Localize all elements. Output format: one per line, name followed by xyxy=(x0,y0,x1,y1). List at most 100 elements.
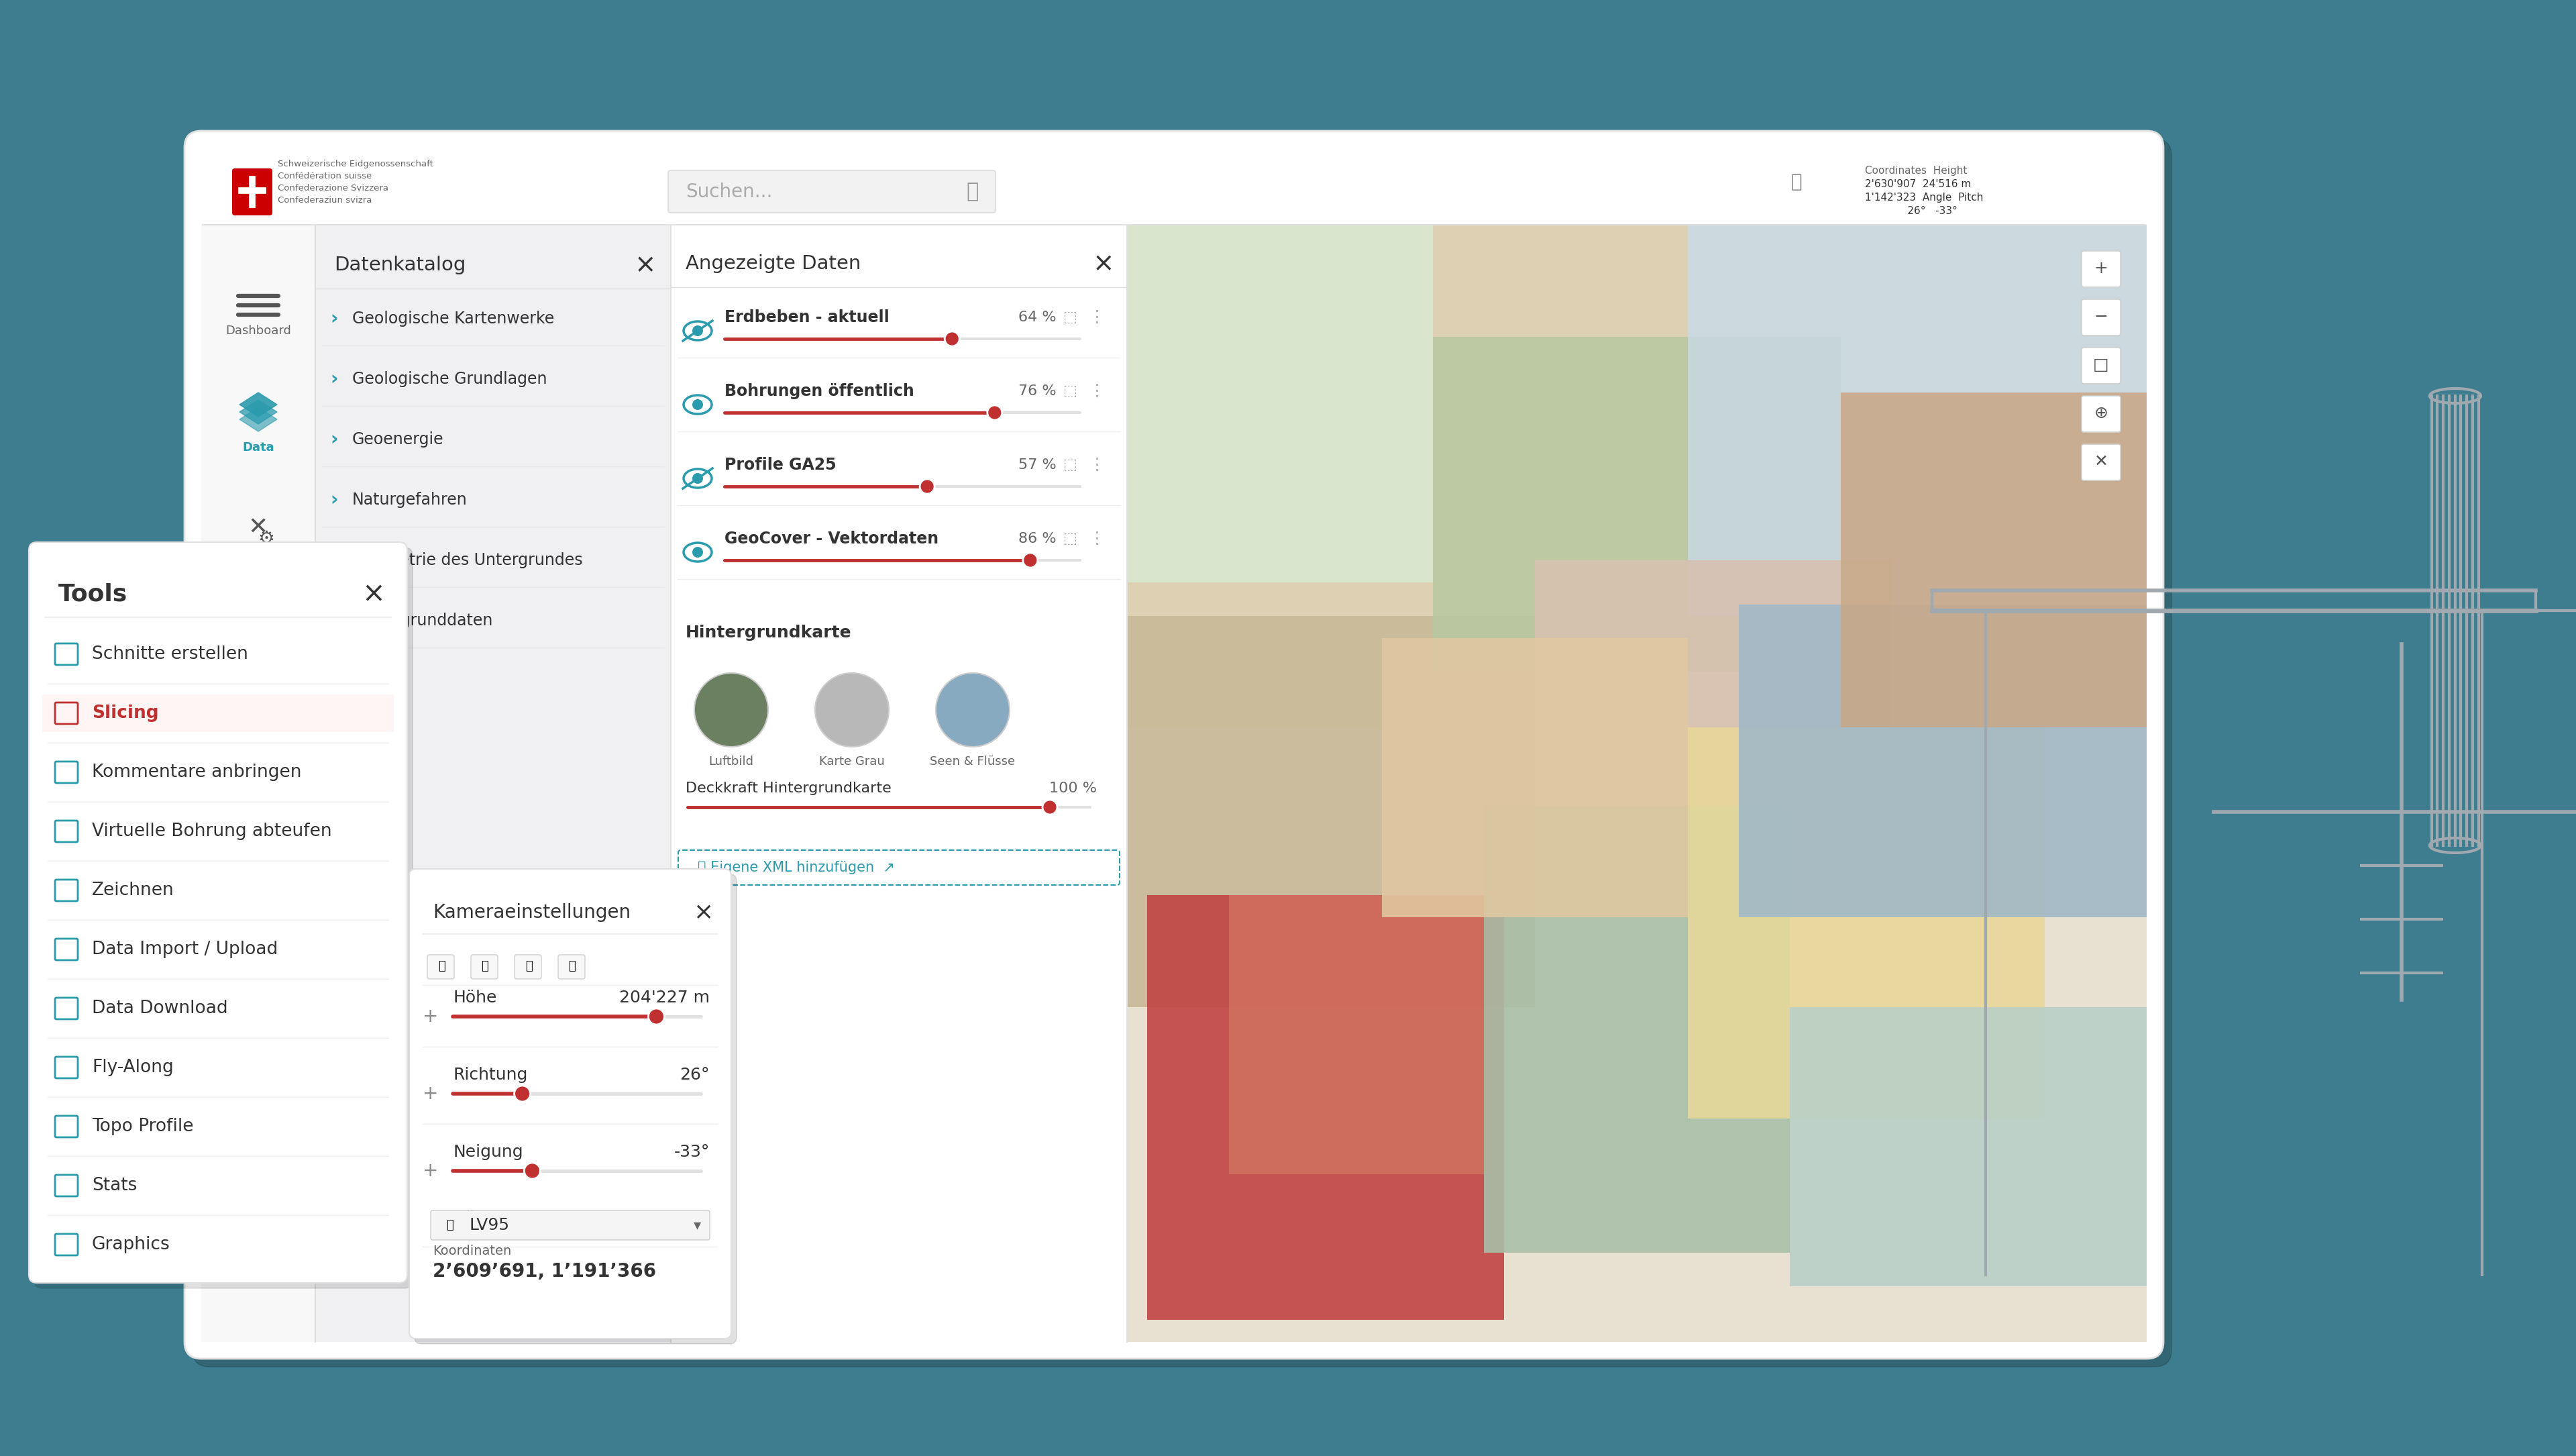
Text: ›: › xyxy=(330,430,337,448)
Bar xyxy=(1842,392,2146,728)
Bar xyxy=(1146,895,1504,1319)
Circle shape xyxy=(693,326,703,336)
Bar xyxy=(245,628,273,661)
Text: ⬚: ⬚ xyxy=(1064,459,1077,472)
Text: ›: › xyxy=(330,550,337,569)
Circle shape xyxy=(1023,553,1038,568)
Text: ⚙: ⚙ xyxy=(258,530,276,547)
Bar xyxy=(1790,1006,2146,1286)
FancyBboxPatch shape xyxy=(2081,348,2120,384)
Text: Share: Share xyxy=(240,673,276,684)
Text: ⊕: ⊕ xyxy=(2094,405,2107,421)
Text: −: − xyxy=(2094,309,2107,325)
Text: Schweizerische Eidgenossenschaft
Confédération suisse
Confederazione Svizzera
Co: Schweizerische Eidgenossenschaft Confédé… xyxy=(278,160,433,205)
Text: 📹: 📹 xyxy=(482,960,489,973)
Text: Graphics: Graphics xyxy=(93,1236,170,1254)
Bar xyxy=(201,149,2146,224)
Bar xyxy=(1687,728,2045,1118)
Circle shape xyxy=(649,1009,665,1025)
Text: Data Import / Upload: Data Import / Upload xyxy=(93,941,278,958)
Text: □: □ xyxy=(2094,357,2110,373)
Text: GeoCover - Vektordaten: GeoCover - Vektordaten xyxy=(724,531,938,547)
FancyBboxPatch shape xyxy=(428,955,453,978)
FancyBboxPatch shape xyxy=(33,547,412,1289)
FancyBboxPatch shape xyxy=(2081,396,2120,432)
Text: Deckkraft Hintergrundkarte: Deckkraft Hintergrundkarte xyxy=(685,782,891,795)
Text: Erdbeben - aktuell: Erdbeben - aktuell xyxy=(724,309,889,326)
FancyBboxPatch shape xyxy=(193,138,2172,1367)
Text: ⌕: ⌕ xyxy=(966,182,979,201)
Circle shape xyxy=(693,399,703,411)
Text: ✕: ✕ xyxy=(2094,454,2107,470)
Text: +: + xyxy=(422,1162,438,1181)
Text: ＋ Eigene XML hinzufügen  ↗: ＋ Eigene XML hinzufügen ↗ xyxy=(698,860,894,874)
Text: Geometrie des Untergrundes: Geometrie des Untergrundes xyxy=(353,552,582,568)
Text: 204'227 m: 204'227 m xyxy=(618,990,711,1006)
Bar xyxy=(1381,638,1687,917)
Text: 2'630'907  24'516 m: 2'630'907 24'516 m xyxy=(1865,179,1971,189)
FancyBboxPatch shape xyxy=(515,955,541,978)
Text: Suchen...: Suchen... xyxy=(685,182,773,201)
Circle shape xyxy=(935,673,1010,747)
Text: <: < xyxy=(250,635,268,655)
Text: Angezeigte Daten: Angezeigte Daten xyxy=(685,255,860,274)
Circle shape xyxy=(693,547,703,558)
Text: Seen & Flüsse: Seen & Flüsse xyxy=(930,756,1015,767)
FancyBboxPatch shape xyxy=(28,542,407,1283)
Text: 1'142'323  Angle  Pitch: 1'142'323 Angle Pitch xyxy=(1865,192,1984,202)
Text: 📷: 📷 xyxy=(526,960,533,973)
FancyBboxPatch shape xyxy=(232,169,273,215)
Bar xyxy=(1128,224,1432,582)
Text: Virtuelle Bohrung abteufen: Virtuelle Bohrung abteufen xyxy=(93,823,332,840)
Text: Data Download: Data Download xyxy=(93,1000,227,1018)
Text: ⬚: ⬚ xyxy=(1064,531,1077,546)
Text: Tools: Tools xyxy=(242,556,273,568)
Text: ›: › xyxy=(330,370,337,389)
Bar xyxy=(1128,224,2146,1342)
Text: ⋮: ⋮ xyxy=(1090,383,1105,399)
Bar xyxy=(1687,224,2146,616)
Bar xyxy=(41,695,394,732)
Text: ▾: ▾ xyxy=(693,1219,701,1232)
FancyBboxPatch shape xyxy=(185,131,2164,1358)
Text: ⛅: ⛅ xyxy=(1790,172,1803,191)
Text: Höhe: Höhe xyxy=(453,990,497,1006)
Text: Slicing: Slicing xyxy=(93,705,160,722)
Text: ›: › xyxy=(330,491,337,510)
Text: Hintergrundkarte: Hintergrundkarte xyxy=(685,625,853,641)
Text: Geologische Grundlagen: Geologische Grundlagen xyxy=(353,371,546,387)
Text: Topo Profile: Topo Profile xyxy=(93,1118,193,1136)
Text: LV95: LV95 xyxy=(469,1217,510,1233)
Text: Zeichnen: Zeichnen xyxy=(93,882,175,900)
Text: +: + xyxy=(422,1008,438,1026)
Text: 2’609’691, 1’191’366: 2’609’691, 1’191’366 xyxy=(433,1262,657,1281)
Text: Koordinaten: Koordinaten xyxy=(433,1245,513,1258)
Text: ⬚: ⬚ xyxy=(1064,384,1077,397)
Bar xyxy=(1432,336,1842,671)
Text: Geologische Kartenwerke: Geologische Kartenwerke xyxy=(353,310,554,326)
Polygon shape xyxy=(240,408,278,431)
FancyBboxPatch shape xyxy=(2081,444,2120,480)
Text: ⋮: ⋮ xyxy=(1090,309,1105,326)
Text: 🔭: 🔭 xyxy=(569,960,577,973)
Text: ⋮: ⋮ xyxy=(1090,531,1105,547)
Text: 🎥: 🎥 xyxy=(438,960,446,973)
Text: Geoenergie: Geoenergie xyxy=(353,431,443,447)
Text: ×: × xyxy=(693,901,714,925)
Bar xyxy=(314,224,670,1342)
Text: ›: › xyxy=(330,612,337,630)
Text: -33°: -33° xyxy=(675,1144,711,1160)
Text: Profile GA25: Profile GA25 xyxy=(724,457,837,473)
Polygon shape xyxy=(240,400,278,424)
Text: Tools: Tools xyxy=(59,582,129,606)
Text: 26°   -33°: 26° -33° xyxy=(1865,205,1958,215)
Text: Dashboard: Dashboard xyxy=(227,325,291,336)
Text: ✕: ✕ xyxy=(247,517,268,540)
FancyBboxPatch shape xyxy=(559,955,585,978)
Circle shape xyxy=(945,332,958,347)
Text: Bohrungen öffentlich: Bohrungen öffentlich xyxy=(724,383,914,399)
FancyBboxPatch shape xyxy=(471,955,497,978)
Text: +: + xyxy=(422,1085,438,1104)
Text: Koordinatensystem: Koordinatensystem xyxy=(433,1210,559,1222)
Circle shape xyxy=(814,673,889,747)
